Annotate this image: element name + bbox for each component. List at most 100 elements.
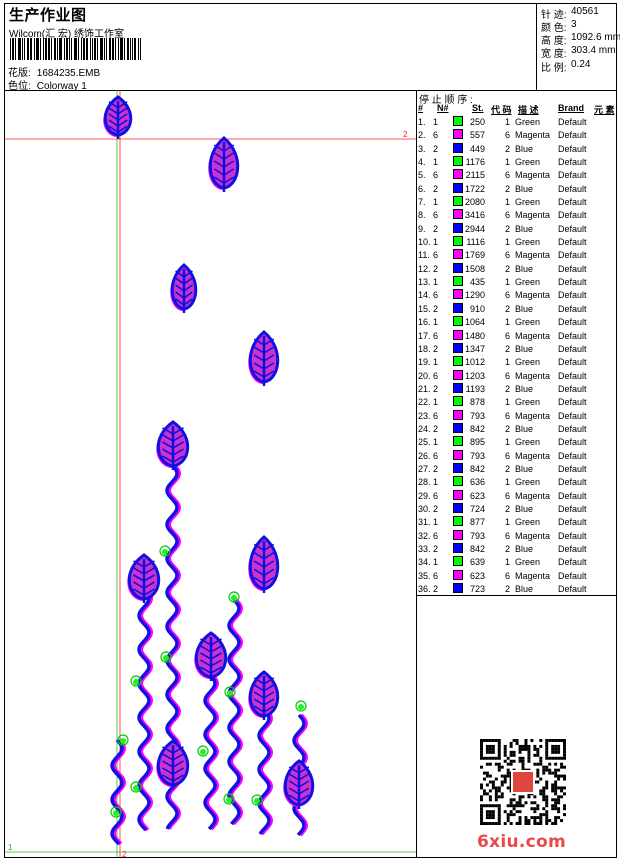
table-row: 28. 1 636 1 Green Default — [417, 476, 617, 489]
row-code: 6 — [505, 130, 511, 141]
color-swatch — [453, 209, 463, 220]
row-brand: Default — [558, 370, 587, 381]
row-code: 2 — [505, 223, 511, 234]
stem — [257, 708, 271, 836]
logo-stamp — [511, 770, 535, 794]
color-swatch — [453, 583, 463, 594]
row-index: 19. — [418, 357, 431, 368]
row-description: Blue — [515, 423, 534, 434]
row-needle: 1 — [433, 557, 439, 568]
row-stitches: 842 — [469, 463, 485, 474]
design-file-value: 1684235.EMB — [36, 68, 101, 79]
row-description: Magenta — [515, 170, 551, 181]
row-code: 1 — [505, 517, 511, 528]
row-needle: 1 — [433, 397, 439, 408]
row-code: 6 — [505, 210, 511, 221]
row-code: 2 — [505, 584, 511, 595]
row-brand: Default — [558, 197, 587, 208]
green-dot — [231, 595, 237, 601]
row-index: 28. — [418, 477, 431, 488]
stat-label: 颜 色: — [541, 23, 567, 34]
guide-marker-2-bottom: 2 — [122, 850, 127, 857]
row-stitches: 842 — [469, 544, 485, 554]
row-needle: 2 — [433, 383, 439, 394]
green-dot — [133, 785, 139, 791]
row-needle: 1 — [433, 237, 439, 248]
color-swatch — [453, 556, 463, 567]
row-brand: Default — [558, 410, 587, 421]
row-code: 1 — [505, 237, 511, 248]
row-brand: Default — [558, 250, 587, 261]
color-swatch — [453, 369, 463, 380]
row-needle: 2 — [433, 223, 439, 234]
color-swatch — [453, 249, 463, 260]
row-index: 3. — [418, 143, 426, 154]
row-description: Green — [515, 437, 541, 448]
color-swatch — [453, 289, 463, 300]
row-stitches: 250 — [469, 117, 485, 127]
row-code: 2 — [505, 463, 511, 474]
row-code: 1 — [505, 397, 511, 408]
col-header-desc: 描 述 — [518, 105, 539, 115]
table-row: 13. 1 435 1 Green Default — [417, 276, 617, 289]
green-circle — [160, 651, 172, 663]
table-row: 34. 1 639 1 Green Default — [417, 556, 617, 569]
row-brand: Default — [558, 237, 587, 248]
row-description: Blue — [515, 343, 534, 354]
header-info: 生产作业图 Wilcom(汇 宏) 绣饰工作室 花版: 1684235.EMB 色… — [5, 4, 536, 92]
row-code: 6 — [505, 330, 511, 341]
table-row: 14. 6 1290 6 Magenta Default — [417, 289, 617, 302]
row-stitches: 1193 — [465, 383, 485, 394]
row-index: 33. — [418, 544, 431, 554]
row-brand: Default — [558, 330, 587, 341]
row-index: 30. — [418, 503, 431, 514]
colorway-value: Colorway 1 — [36, 81, 87, 92]
table-row: 31. 1 877 1 Green Default — [417, 516, 617, 529]
row-needle: 6 — [433, 290, 439, 301]
row-stitches: 724 — [469, 503, 485, 514]
green-dot — [113, 810, 119, 816]
row-needle: 2 — [433, 584, 439, 595]
row-brand: Default — [558, 397, 587, 408]
table-row: 10. 1 1116 1 Green Default — [417, 236, 617, 249]
row-needle: 2 — [433, 303, 439, 314]
stat-width: 宽 度: 303.4 mm — [541, 45, 615, 60]
row-brand: Default — [558, 530, 587, 541]
row-description: Magenta — [515, 370, 551, 381]
row-description: Green — [515, 517, 541, 528]
col-header-index: # — [418, 103, 424, 113]
row-description: Magenta — [515, 490, 551, 501]
row-code: 6 — [505, 490, 511, 501]
row-stitches: 842 — [469, 423, 485, 434]
col-header-brand: Brand — [558, 103, 585, 113]
row-description: Magenta — [515, 330, 551, 341]
row-needle: 6 — [433, 410, 439, 421]
green-dot — [227, 690, 233, 696]
green-circle — [117, 734, 129, 746]
table-row: 27. 2 842 2 Blue Default — [417, 462, 617, 476]
table-row: 33. 2 842 2 Blue Default — [417, 543, 617, 556]
table-row: 22. 1 878 1 Green Default — [417, 396, 617, 409]
stop-sequence-title: 停 止 顺 序 : — [419, 95, 473, 106]
green-circle — [110, 806, 122, 818]
row-index: 29. — [418, 490, 431, 501]
color-swatch — [453, 342, 463, 353]
table-row: 2. 6 557 6 Magenta Default — [417, 129, 617, 142]
row-stitches: 910 — [469, 303, 485, 314]
row-code: 2 — [505, 343, 511, 354]
color-swatch — [453, 116, 463, 126]
row-needle: 6 — [433, 210, 439, 221]
row-needle: 6 — [433, 370, 439, 381]
row-index: 8. — [418, 210, 426, 221]
row-index: 23. — [418, 410, 431, 421]
color-swatch — [453, 169, 463, 180]
row-stitches: 1064 — [464, 317, 485, 328]
leaf-motif — [156, 739, 190, 789]
col-header-code: 代 码 — [491, 105, 512, 115]
row-index: 18. — [418, 343, 431, 354]
qr-code — [480, 739, 566, 825]
row-description: Green — [515, 197, 541, 208]
row-brand: Default — [558, 130, 587, 141]
color-swatch — [453, 489, 463, 500]
green-dot — [298, 704, 304, 710]
